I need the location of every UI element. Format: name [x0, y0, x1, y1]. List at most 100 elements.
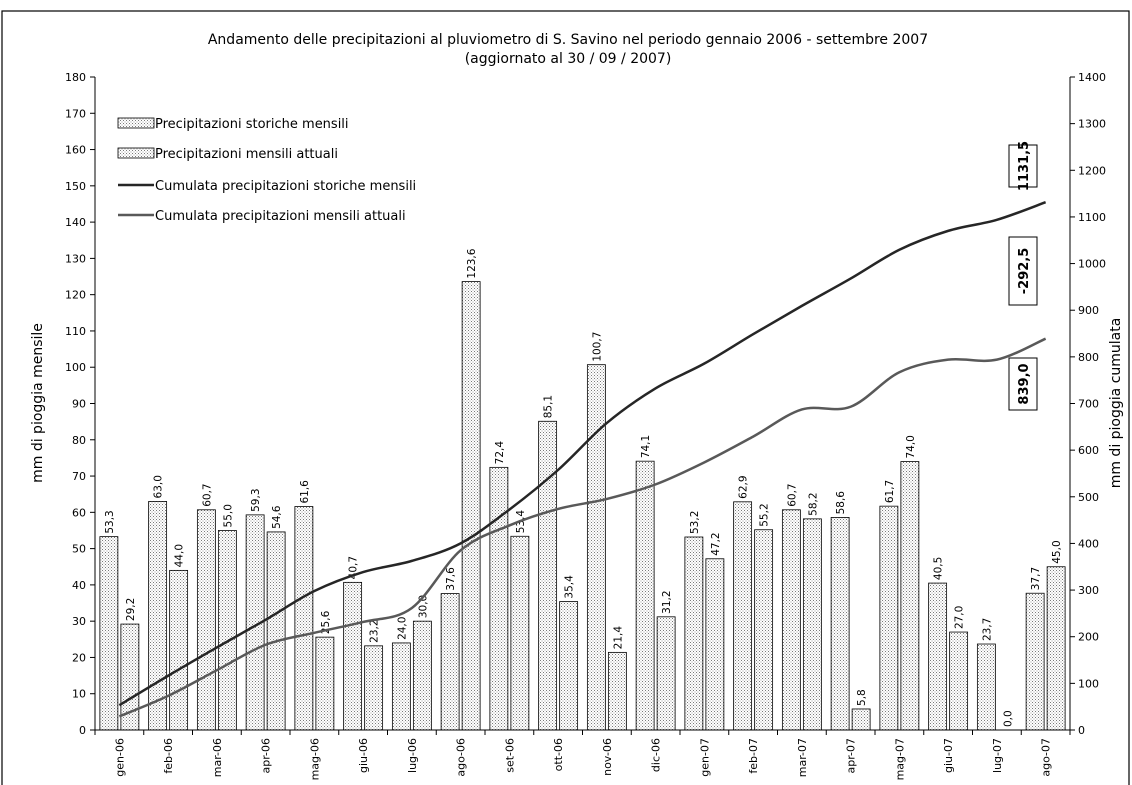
bar-current — [1046, 566, 1066, 731]
data-label-historical: 58,6 — [835, 491, 847, 515]
y2-tick-label: 1300 — [1078, 118, 1106, 131]
x-tick-label: lug-07 — [991, 738, 1004, 773]
legend: Precipitazioni storiche mensili Precipit… — [117, 117, 416, 224]
y-tick-label: 30 — [72, 615, 86, 628]
y2-tick-label: 400 — [1078, 537, 1099, 550]
bar-current — [802, 518, 822, 731]
bar-historical — [148, 501, 168, 731]
data-label-historical: 37,6 — [445, 567, 457, 591]
x-tick-label: mar-07 — [796, 738, 809, 777]
chart-title: Andamento delle precipitazioni al pluvio… — [208, 32, 928, 48]
bar-current — [656, 616, 676, 731]
legend-label-line-current: Cumulata precipitazioni mensili attuali — [155, 209, 406, 224]
bar-current — [364, 645, 384, 731]
annotation-current-total: 839,0 — [1017, 363, 1032, 404]
bar-current — [949, 631, 969, 731]
bar-historical — [391, 642, 411, 731]
data-label-historical: 24,0 — [396, 617, 408, 640]
legend-swatch-bar-current — [117, 147, 155, 159]
bar-historical — [635, 460, 655, 731]
bar-current — [412, 620, 432, 731]
bar-historical — [489, 466, 509, 731]
y2-tick-label: 0 — [1078, 724, 1085, 737]
y-tick-label: 50 — [72, 543, 86, 556]
bar-current — [266, 531, 286, 731]
y-tick-label: 90 — [72, 398, 86, 411]
y2-axis-label: mm di pioggia cumulata — [1108, 318, 1124, 489]
annotation-difference: -292,5 — [1017, 248, 1032, 295]
bar-current — [559, 601, 579, 731]
y-tick-label: 110 — [65, 325, 86, 338]
y2-tick-label: 1400 — [1078, 71, 1106, 84]
legend-entry-line-historical: Cumulata precipitazioni storiche mensili — [118, 179, 416, 194]
data-label-current: 27,0 — [954, 606, 966, 629]
data-label-current: 21,4 — [612, 626, 624, 650]
bar-historical — [976, 643, 996, 731]
data-label-current: 0,0 — [1002, 710, 1014, 727]
y-tick-label: 60 — [72, 506, 86, 519]
bar-current — [900, 461, 920, 731]
data-label-current: 55,0 — [222, 504, 234, 527]
bar-current — [607, 651, 627, 731]
y-axis-right: 0 100 200 300 400 500 600 700 800 900 1000 1100 1200… — [1070, 71, 1106, 737]
data-label-current: 45,0 — [1051, 540, 1063, 563]
y2-tick-label: 900 — [1078, 304, 1099, 317]
bar-current — [851, 708, 871, 731]
data-label-historical: 59,3 — [250, 488, 262, 511]
y2-tick-label: 1000 — [1078, 258, 1106, 271]
bar-historical — [294, 506, 314, 731]
data-label-current: 35,4 — [564, 575, 576, 599]
data-label-historical: 85,1 — [543, 395, 555, 418]
y2-tick-label: 100 — [1078, 677, 1099, 690]
x-tick-label: giu-07 — [942, 738, 955, 773]
y-tick-label: 40 — [72, 579, 86, 592]
x-tick-label: gen-07 — [698, 738, 711, 777]
y-tick-label: 70 — [72, 470, 86, 483]
y-axis-label: mm di pioggia mensile — [30, 323, 46, 483]
y2-tick-label: 300 — [1078, 584, 1099, 597]
bar-historical — [733, 501, 753, 731]
data-label-current: 5,8 — [856, 689, 868, 706]
y-tick-label: 80 — [72, 434, 86, 447]
annotation-box-current-total: 839,0 — [1008, 357, 1038, 411]
y-tick-label: 170 — [65, 107, 86, 120]
x-tick-label: ott-06 — [552, 738, 565, 771]
data-label-historical: 60,7 — [201, 483, 213, 506]
y-tick-label: 140 — [65, 216, 86, 229]
bar-current — [510, 535, 530, 731]
y-tick-label: 120 — [65, 289, 86, 302]
x-axis: gen-06 feb-06 mar-06 apr-06 mag-06 giu-06 lug-… — [94, 730, 1071, 780]
x-tick-label: nov-06 — [601, 738, 614, 776]
bar-current — [461, 281, 481, 731]
bar-current — [315, 636, 335, 731]
line-group — [118, 201, 1047, 718]
y2-tick-label: 500 — [1078, 491, 1099, 504]
data-label-historical: 60,7 — [786, 483, 798, 506]
data-label-historical: 40,5 — [933, 557, 945, 580]
x-tick-label: apr-07 — [845, 738, 858, 774]
y2-tick-label: 1200 — [1078, 164, 1106, 177]
legend-entry-line-current: Cumulata precipitazioni mensili attuali — [118, 209, 406, 224]
y-tick-label: 150 — [65, 180, 86, 193]
bar-historical — [538, 420, 558, 731]
x-tick-label: mag-06 — [308, 738, 321, 780]
data-label-current: 123,6 — [466, 248, 478, 278]
x-tick-label: ago-07 — [1040, 738, 1053, 777]
y2-tick-label: 200 — [1078, 631, 1099, 644]
data-label-historical: 63,0 — [153, 475, 165, 498]
y2-tick-label: 800 — [1078, 351, 1099, 364]
y2-tick-label: 600 — [1078, 444, 1099, 457]
x-tick-label: lug-06 — [406, 738, 419, 773]
bar-label-group: 53,363,0 60,7 59,3 61,640,724,037,672,485,1… — [104, 248, 1063, 727]
line-cumulative-historical — [118, 201, 1047, 707]
data-label-current: 74,0 — [905, 435, 917, 458]
y-axis-left: 0 10 20 30 40 50 60 70 80 90 100 110 120 130 140 150 160… — [65, 71, 95, 737]
data-label-historical: 74,1 — [640, 435, 652, 458]
data-label-historical: 53,2 — [689, 511, 701, 534]
x-tick-label: mar-06 — [211, 738, 224, 777]
y-tick-label: 10 — [72, 688, 86, 701]
chart-subtitle: (aggiornato al 30 / 09 / 2007) — [465, 51, 672, 67]
y-tick-label: 100 — [65, 361, 86, 374]
legend-label-bar-historical: Precipitazioni storiche mensili — [155, 117, 349, 132]
